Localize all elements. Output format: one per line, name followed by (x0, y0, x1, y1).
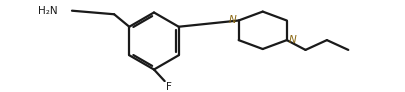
Text: N: N (288, 35, 296, 45)
Text: N: N (228, 15, 236, 25)
Text: F: F (165, 82, 171, 92)
Text: H₂N: H₂N (38, 6, 58, 16)
